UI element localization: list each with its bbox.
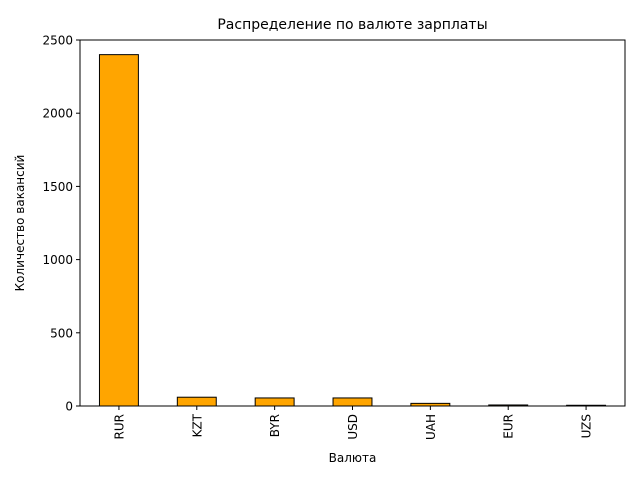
y-tick-label: 1000 <box>42 253 73 267</box>
y-tick-label: 2000 <box>42 107 73 121</box>
y-tick-label: 1500 <box>42 180 73 194</box>
bar-kzt <box>176 396 217 407</box>
x-tick-label-uah: UAH <box>424 414 438 440</box>
x-tick-label-byr: BYR <box>268 414 282 437</box>
bars-group <box>98 54 607 407</box>
x-tick-label-eur: EUR <box>502 414 516 439</box>
y-axis-label: Количество вакансий <box>13 155 27 292</box>
x-axis-label: Валюта <box>329 451 377 465</box>
bar-byr <box>254 397 295 407</box>
x-axis-ticks: RUR KZT BYR USD UAH EUR UZS <box>112 406 594 440</box>
y-tick-label: 2500 <box>42 34 73 48</box>
y-axis-ticks: 0 500 1000 1500 2000 2500 <box>42 34 80 414</box>
chart-title: Распределение по валюте зарплаты <box>217 17 487 33</box>
y-tick-label: 0 <box>65 400 73 414</box>
bar-usd <box>332 397 373 407</box>
x-tick-label-rur: RUR <box>112 414 126 439</box>
plot-frame <box>79 39 626 407</box>
x-tick-label-uzs: UZS <box>580 414 594 438</box>
y-tick-label: 500 <box>50 326 73 340</box>
x-tick-label-kzt: KZT <box>190 413 204 437</box>
x-tick-label-usd: USD <box>346 414 360 440</box>
bar-rur <box>98 54 139 407</box>
